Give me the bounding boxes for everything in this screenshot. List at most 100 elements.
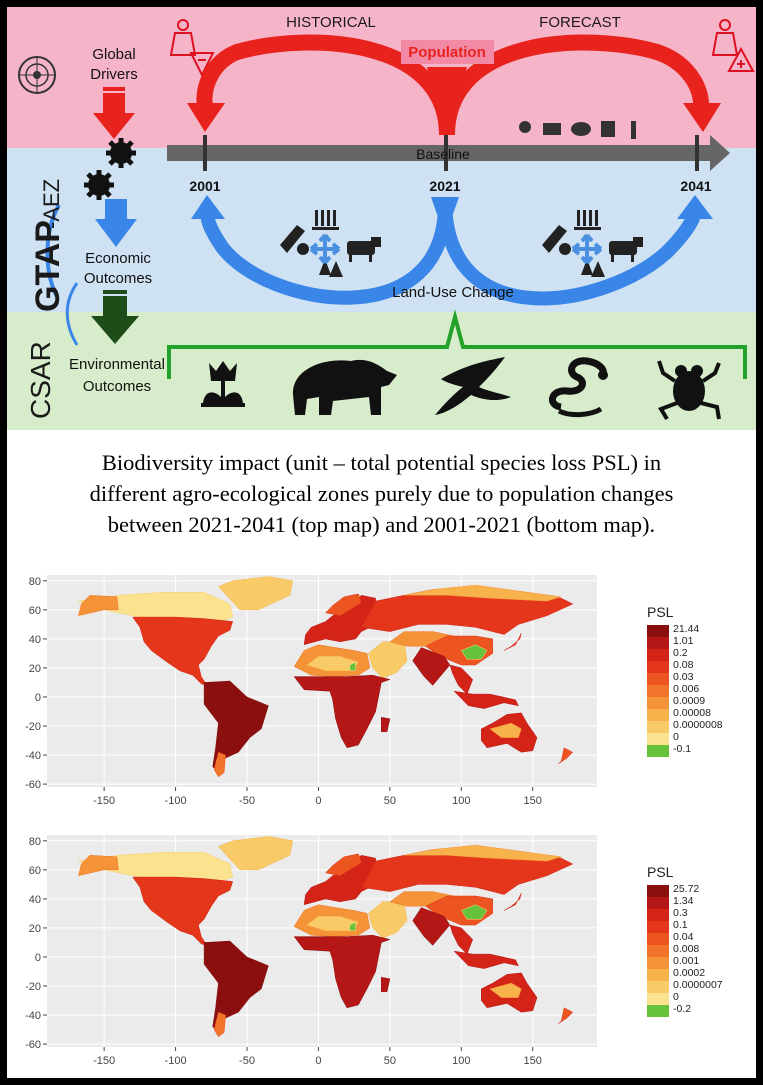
legend-label: -0.2 <box>673 1003 691 1015</box>
y-tick-label: 60 <box>29 605 41 617</box>
y-tick-label: -40 <box>25 1010 41 1022</box>
y-tick-label: 0 <box>35 952 41 964</box>
environment-down-arrow <box>91 290 139 344</box>
region-scandinavia <box>325 593 362 616</box>
legend-swatch <box>647 637 669 649</box>
environmental-outcomes-label-2: Outcomes <box>83 378 151 395</box>
region-madagascar <box>381 717 391 733</box>
region-europe <box>303 595 376 646</box>
region-china-green <box>460 904 488 920</box>
caption-line-1: Biodiversity impact (unit – total potent… <box>101 450 662 475</box>
x-tick-label: -50 <box>239 795 255 807</box>
x-tick-label: -100 <box>165 1055 187 1067</box>
worker-icon <box>519 121 531 133</box>
legend-label: 0.04 <box>673 931 694 943</box>
historical-label: HISTORICAL <box>286 14 376 31</box>
map-bottom: 80 60 40 20 0 -20 -40 -60 -150 -100 -50 0 50 100 150 PS… <box>7 825 756 1075</box>
farmer-icon <box>601 121 615 137</box>
region-australia-interior <box>489 982 522 998</box>
swallow-icon <box>435 357 511 415</box>
year-2001: 2001 <box>189 178 220 194</box>
y-tick-label: -40 <box>25 750 41 762</box>
region-new-zealand <box>558 747 574 765</box>
region-south-america <box>203 940 269 1033</box>
region-new-zealand <box>558 1007 574 1025</box>
x-tick-label: 100 <box>452 1055 470 1067</box>
person-minus-icon <box>169 19 215 78</box>
map-top: 80 60 40 20 0 -20 -40 -60 -150 -100 -50 0 50 100 150 PS… <box>7 565 756 815</box>
region-middle-east <box>368 901 408 939</box>
region-japan <box>503 892 522 911</box>
x-tick-label: 150 <box>524 795 542 807</box>
legend-label: 0.1 <box>673 919 688 931</box>
cattle-icon <box>347 237 381 262</box>
legend-label: 0 <box>673 731 679 743</box>
region-south-america-south <box>213 1011 226 1038</box>
region-indonesia <box>453 950 519 969</box>
legend-label: 1.34 <box>673 895 694 907</box>
y-tick-label: 80 <box>29 836 41 848</box>
y-tick-label: 20 <box>29 923 41 935</box>
region-europe <box>303 855 376 906</box>
legend-label: 0.008 <box>673 943 699 955</box>
bear-icon <box>292 359 397 415</box>
region-middle-east <box>368 641 408 679</box>
legend-swatch <box>647 993 669 1005</box>
un-emblem-icon <box>18 56 56 94</box>
legend-swatch <box>647 969 669 981</box>
y-tick-label: 80 <box>29 576 41 588</box>
legend-swatch <box>647 981 669 993</box>
frog-icon <box>657 360 721 421</box>
region-africa <box>293 934 391 1009</box>
x-tick-label: -100 <box>165 795 187 807</box>
economic-outcomes-label-1: Economic <box>85 250 151 267</box>
legend-swatch <box>647 697 669 709</box>
x-tick-label: 0 <box>315 795 321 807</box>
legend-swatch <box>647 685 669 697</box>
machinery-icon <box>543 123 561 135</box>
economic-down-arrow <box>95 199 137 247</box>
economic-band <box>7 148 756 312</box>
region-greenland <box>217 836 293 871</box>
figure-frame: GTAP -AEZ CSAR HISTORICAL FORECAST Popul… <box>7 7 756 1078</box>
region-indonesia <box>453 690 519 709</box>
x-tick-label: 150 <box>524 1055 542 1067</box>
region-north-america <box>132 876 234 946</box>
y-tick-label: -20 <box>25 981 41 993</box>
baseline-arrow <box>167 135 730 171</box>
legend-label: 0.006 <box>673 683 699 695</box>
population-label-box <box>401 40 494 64</box>
legend-swatch <box>647 885 669 897</box>
legend-title: PSL <box>647 604 674 620</box>
caption-line-2: different agro-ecological zones purely d… <box>89 481 674 506</box>
region-alaska <box>78 595 119 617</box>
y-tick-label: 60 <box>29 865 41 877</box>
x-tick-label: 50 <box>384 1055 396 1067</box>
region-australia-interior <box>489 722 522 738</box>
region-japan <box>503 632 522 651</box>
driver-icons <box>519 121 636 139</box>
legend-swatch <box>647 733 669 745</box>
region-south-america <box>203 680 269 773</box>
aez-label: -AEZ <box>39 179 64 229</box>
legend-label: 0.0000007 <box>673 979 723 991</box>
legend-label: 0.03 <box>673 671 694 683</box>
region-africa <box>293 674 391 749</box>
region-south-america-south <box>213 751 226 778</box>
figure-caption: Biodiversity impact (unit – total potent… <box>7 447 756 540</box>
legend-swatch <box>647 721 669 733</box>
y-tick-label: -20 <box>25 721 41 733</box>
legend-swatch <box>647 1005 669 1017</box>
x-tick-label: 100 <box>452 795 470 807</box>
land-use-change-label: Land-Use Change <box>392 284 514 301</box>
baseline-label: Baseline <box>416 146 470 162</box>
land-use-arrows <box>191 195 713 306</box>
csar-label: CSAR <box>25 341 56 419</box>
legend-label: 0.0000008 <box>673 719 723 731</box>
environmental-outcomes-label-1: Environmental <box>69 356 165 373</box>
y-tick-label: 40 <box>29 894 41 906</box>
legend-label: 0.08 <box>673 659 694 671</box>
legend-label: 0.001 <box>673 955 699 967</box>
region-madagascar <box>381 977 391 993</box>
legend-swatch <box>647 709 669 721</box>
